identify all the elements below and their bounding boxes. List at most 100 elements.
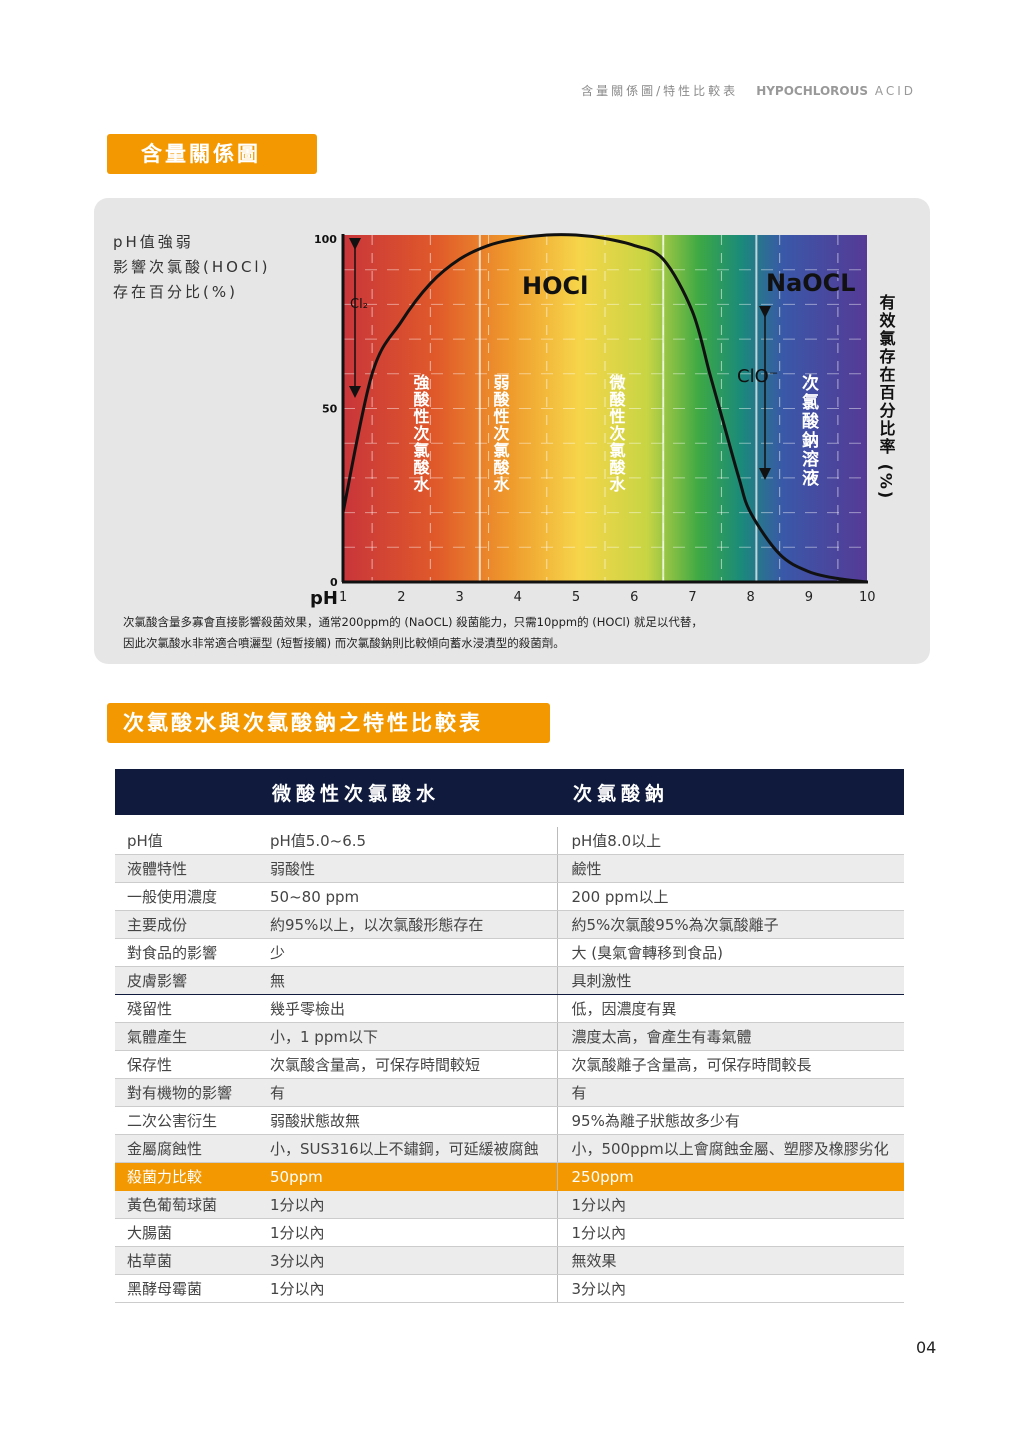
table-header-naocl: 次氯酸鈉 — [557, 769, 904, 815]
table-row: 氣體產生 小，1 ppm以下 濃度太高，會產生有毒氣體 — [115, 1022, 904, 1051]
naocl-cell: 有 — [557, 1078, 904, 1107]
hocl-cell: 有 — [256, 1078, 558, 1107]
row-label-cell: 一般使用濃度 — [115, 882, 256, 911]
panel-label-line: 存在百分比(%) — [113, 283, 238, 301]
table-spacer-row — [115, 815, 904, 827]
zone-label-weak-acid: 弱酸性次氯酸水 — [491, 374, 510, 493]
table-row: 殺菌力比較 50ppm 250ppm — [115, 1162, 904, 1191]
naocl-cell: 3分以內 — [557, 1274, 904, 1303]
hocl-cell: 1分以內 — [256, 1218, 558, 1247]
table-row: 黃色葡萄球菌 1分以內 1分以內 — [115, 1190, 904, 1219]
x-tick-label: 6 — [630, 590, 638, 605]
naocl-cell: 1分以內 — [557, 1190, 904, 1219]
table-header-blank — [115, 769, 256, 815]
section-title-content-chart: 含量關係圖 — [107, 134, 317, 174]
naocl-cell: 低，因濃度有異 — [557, 994, 904, 1023]
x-tick-label: 7 — [688, 590, 696, 605]
page-number: 04 — [916, 1338, 937, 1357]
section-title-comparison-table: 次氯酸水與次氯酸鈉之特性比較表 — [107, 703, 550, 743]
row-label-cell: 對有機物的影響 — [115, 1078, 256, 1107]
table-row: 對有機物的影響有有 — [115, 1078, 904, 1107]
header-brand: HYPOCHLOROUS — [756, 84, 869, 98]
zone-label-naocl-solution: 次氯酸鈉溶液 — [798, 373, 819, 488]
x-tick-label: 3 — [455, 590, 463, 605]
row-label-cell: 主要成份 — [115, 910, 256, 939]
table-row: 殘留性 幾乎零檢出 低，因濃度有異 — [115, 994, 904, 1023]
table-header-hocl: 微酸性次氯酸水 — [256, 769, 557, 815]
hocl-cell: 3分以內 — [256, 1246, 558, 1275]
x-axis-label: pH — [310, 588, 338, 609]
annotation-hocl: HOCl — [522, 272, 588, 300]
hocl-cell: 幾乎零檢出 — [256, 994, 558, 1023]
hocl-cell: 50ppm — [256, 1162, 558, 1191]
annotation-clo: ClO⁻ — [737, 366, 778, 387]
naocl-cell: 小，500ppm以上會腐蝕金屬、塑膠及橡膠劣化 — [557, 1134, 904, 1163]
x-tick-label: 2 — [397, 590, 405, 605]
naocl-cell: 95%為離子狀態故多少有 — [557, 1106, 904, 1135]
naocl-cell: 250ppm — [557, 1162, 904, 1191]
table-spacer-cell — [115, 815, 904, 827]
hocl-cell: pH值5.0~6.5 — [256, 827, 558, 855]
table-row: 二次公害衍生 弱酸狀態故無 95%為離子狀態故多少有 — [115, 1106, 904, 1135]
x-tick-label: 10 — [859, 590, 876, 605]
table-row: 主要成份 約95%以上，以次氯酸形態存在 約5%次氯酸95%為次氯酸離子 — [115, 910, 904, 939]
row-label-cell: 氣體產生 — [115, 1022, 256, 1051]
row-label-cell: 二次公害衍生 — [115, 1106, 256, 1135]
table-row: 一般使用濃度 50~80 ppm 200 ppm以上 — [115, 882, 904, 911]
naocl-cell: 大 (臭氣會轉移到食品) — [557, 938, 904, 967]
naocl-cell: 1分以內 — [557, 1218, 904, 1247]
table-row: 枯草菌 3分以內 無效果 — [115, 1246, 904, 1275]
naocl-cell: 約5%次氯酸95%為次氯酸離子 — [557, 910, 904, 939]
hocl-cell: 1分以內 — [256, 1190, 558, 1219]
row-label-cell: 液體特性 — [115, 854, 256, 883]
chart-note-line: 次氯酸含量多寡會直接影響殺菌效果，通常200ppm的 (NaOCL) 殺菌能力，… — [123, 615, 703, 629]
y-tick-label: 50 — [322, 403, 338, 416]
naocl-cell: 濃度太高，會產生有毒氣體 — [557, 1022, 904, 1051]
panel-label-line: 影響次氯酸(HOCl) — [113, 258, 271, 276]
table-row: 對食品的影響少大 (臭氣會轉移到食品) — [115, 938, 904, 967]
x-tick-label: 8 — [747, 590, 755, 605]
zone-label-strong-acid: 強酸性次氯酸水 — [411, 373, 430, 493]
table-body: pH值 pH值5.0~6.5 pH值8.0以上 液體特性 弱酸性 鹼性 一般使用濃度 50~8… — [115, 815, 904, 1303]
header-brand-suffix: ACID — [874, 84, 916, 98]
hocl-cell: 小，SUS316以上不鏽鋼，可延緩被腐蝕 — [256, 1134, 558, 1163]
hocl-cell: 1分以內 — [256, 1274, 558, 1303]
row-label-cell: 黃色葡萄球菌 — [115, 1190, 256, 1219]
x-tick-label: 1 — [339, 590, 347, 605]
row-label-cell: 保存性 — [115, 1050, 256, 1079]
row-label-cell: 金屬腐蝕性 — [115, 1134, 256, 1163]
naocl-cell: 具刺激性 — [557, 966, 904, 995]
annotation-naocl: NaOCL — [766, 269, 856, 297]
naocl-cell: 無效果 — [557, 1246, 904, 1275]
x-tick-label: 4 — [514, 590, 522, 605]
x-tick-label: 5 — [572, 590, 580, 605]
table-row: 大腸菌 1分以內 1分以內 — [115, 1218, 904, 1247]
naocl-cell: 鹼性 — [557, 854, 904, 883]
table-row: 液體特性 弱酸性 鹼性 — [115, 854, 904, 883]
naocl-cell: pH值8.0以上 — [557, 827, 904, 855]
chart-panel-label: pH值強弱 影響次氯酸(HOCl) 存在百分比(%) — [113, 230, 270, 305]
row-label-cell: pH值 — [115, 827, 256, 855]
annotation-cl2: Cl₂ — [350, 297, 368, 312]
naocl-cell: 200 ppm以上 — [557, 882, 904, 911]
table-header-row: 微酸性次氯酸水 次氯酸鈉 — [115, 769, 904, 815]
comparison-table: 微酸性次氯酸水 次氯酸鈉 pH值 pH值5.0~6.5 pH值8.0以上 液體特性 弱酸… — [115, 769, 904, 1303]
hocl-cell: 小，1 ppm以下 — [256, 1022, 558, 1051]
table-row: 黑酵母霉菌 1分以內 3分以內 — [115, 1274, 904, 1303]
row-label-cell: 對食品的影響 — [115, 938, 256, 967]
row-label-cell: 大腸菌 — [115, 1218, 256, 1247]
hocl-cell: 次氯酸含量高，可保存時間較短 — [256, 1050, 558, 1079]
table-row: 皮膚影響無具刺激性 — [115, 966, 904, 995]
hocl-curve — [341, 233, 868, 584]
page-header: 含量關係圖/特性比較表 HYPOCHLOROUS ACID — [581, 82, 916, 99]
hocl-cell: 50~80 ppm — [256, 882, 558, 911]
naocl-cell: 次氯酸離子含量高，可保存時間較長 — [557, 1050, 904, 1079]
zone-label-slight-acid: 微酸性次氯酸水 — [607, 373, 627, 493]
y-axis-label: 有效氯存在百分比率 (%) — [877, 293, 896, 500]
chart-note-line: 因此次氯酸水非常適合噴灑型 (短暫接觸) 而次氯酸鈉則比較傾向蓄水浸漬型的殺菌劑… — [123, 636, 565, 650]
panel-label-line: pH值強弱 — [113, 233, 194, 251]
table-row: pH值 pH值5.0~6.5 pH值8.0以上 — [115, 827, 904, 855]
y-tick-label: 0 — [330, 576, 338, 589]
y-tick-label: 100 — [314, 233, 337, 246]
